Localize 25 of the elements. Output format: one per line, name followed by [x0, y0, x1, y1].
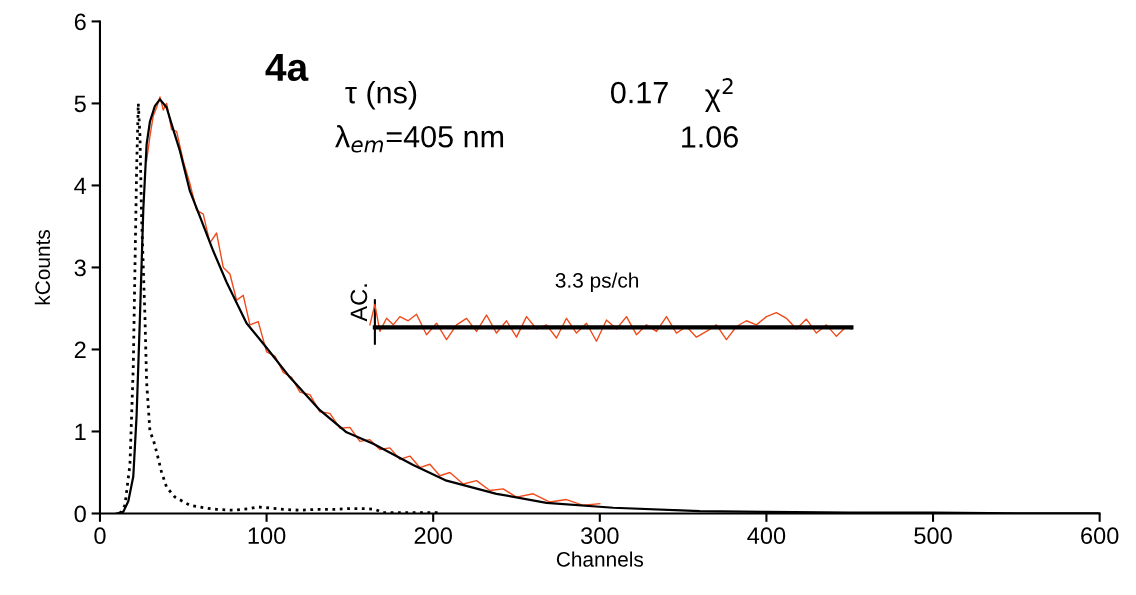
annotation: χ$^{2}$: [705, 78, 733, 113]
x-tick-label: 300: [581, 527, 619, 545]
x-tick-label: 400: [747, 527, 786, 545]
y-axis-title: kCounts: [34, 229, 51, 305]
y-tick-label: 4: [74, 177, 87, 194]
annotation: 3.3 ps/ch: [555, 272, 639, 292]
x-axis-title: Channels: [556, 551, 644, 567]
x-tick-label: 500: [914, 527, 952, 545]
annotation: 1.06: [682, 126, 738, 148]
y-tick-label: 1: [75, 423, 86, 441]
x-tick-label: 0: [94, 527, 106, 545]
x-tick-label: 600: [1081, 527, 1119, 545]
annotation: τ (ns): [345, 80, 417, 110]
y-tick-label: 0: [74, 505, 86, 523]
annotation: 4a: [265, 53, 309, 82]
y-tick-label: 2: [74, 341, 86, 359]
y-tick-label: 3: [74, 259, 86, 277]
y-tick-label: 6: [74, 13, 86, 31]
x-tick-label: 200: [414, 527, 452, 545]
y-tick-label: 5: [74, 95, 86, 113]
annotation: AC.: [350, 284, 368, 322]
x-tick-label: 100: [248, 527, 286, 545]
line-series: [369, 303, 853, 342]
annotation: 0.17: [611, 81, 668, 104]
annotation: λ$_{em}$=405 nm: [335, 125, 504, 153]
